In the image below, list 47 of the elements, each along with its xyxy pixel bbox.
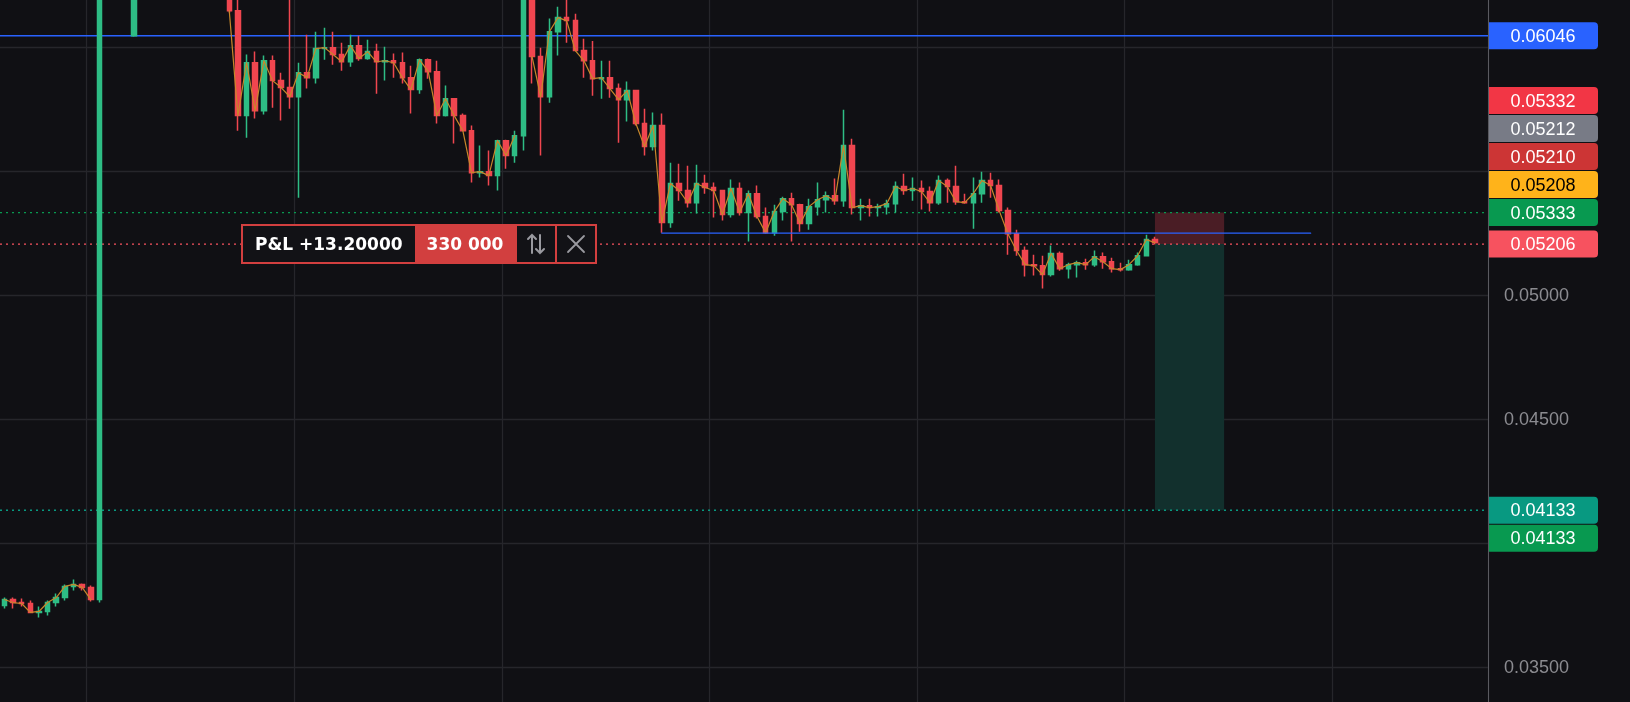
candlestick <box>373 42 380 95</box>
candlestick <box>788 191 795 243</box>
candlestick <box>589 40 596 97</box>
candlestick <box>554 5 562 57</box>
candlestick <box>269 54 276 109</box>
y-tick-label: 0.03500 <box>1504 657 1570 678</box>
ref-line-label: 0.06046 <box>1510 25 1576 46</box>
candlestick <box>606 60 614 99</box>
candlestick <box>1030 254 1038 277</box>
candlestick <box>286 0 294 110</box>
candlestick <box>130 0 138 38</box>
candlestick <box>277 71 285 122</box>
text: 0.05332 <box>1510 90 1576 111</box>
candlestick <box>295 62 302 199</box>
candlestick <box>675 162 683 202</box>
candlestick <box>580 37 588 79</box>
candlestick <box>598 60 605 100</box>
text: 0.05210 <box>1510 146 1576 167</box>
candlestick <box>528 0 536 85</box>
y-tick-label: 0.04500 <box>1504 409 1570 430</box>
annotation: P&L +13.20000 <box>254 233 404 257</box>
candlestick <box>450 97 458 145</box>
candlestick <box>303 33 311 90</box>
candlestick <box>944 177 951 204</box>
candlestick <box>476 144 484 179</box>
candlestick <box>987 171 994 199</box>
candlestick <box>710 181 717 219</box>
candlestick <box>814 181 821 217</box>
candlestick <box>390 52 397 79</box>
candlestick <box>329 31 337 66</box>
annotation: 330 000 <box>414 226 516 263</box>
ref-line-label: 0.05206 <box>1510 234 1576 255</box>
candlestick <box>615 82 622 144</box>
candlestick <box>918 179 925 211</box>
candlestick <box>381 45 389 82</box>
line-series <box>3 583 92 614</box>
text: 0.05212 <box>1510 118 1576 139</box>
candlestick <box>970 176 977 230</box>
candlestick <box>520 0 527 152</box>
candlestick <box>96 0 103 604</box>
candlestick <box>321 27 328 61</box>
ref-line-label: 0.05333 <box>1510 202 1576 223</box>
y-tick-label: 0.05000 <box>1504 285 1570 306</box>
text: 0.05208 <box>1510 174 1576 195</box>
candlestick <box>563 0 570 44</box>
ref-line-label: 0.04133 <box>1510 500 1576 521</box>
text: 0.04133 <box>1510 528 1576 549</box>
